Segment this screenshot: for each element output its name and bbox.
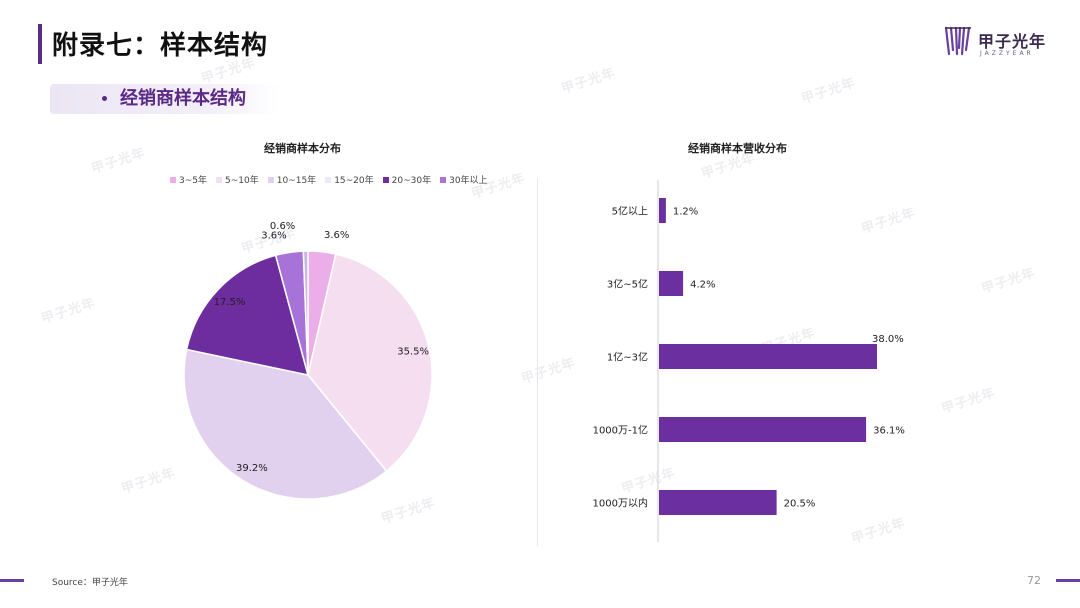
pie-slice xyxy=(185,254,310,376)
pie-chart: 3.6%35.5%39.2%17.5%3.6%0.6% xyxy=(183,221,433,500)
bar xyxy=(659,490,777,515)
watermark: 甲子光年 xyxy=(799,75,858,108)
legend-label: 30年以上 xyxy=(449,176,488,186)
logo-mark-icon xyxy=(944,26,971,56)
bar-value-label: 20.5% xyxy=(784,499,816,510)
section-band xyxy=(50,84,280,114)
legend-item: 3~5年 xyxy=(170,173,207,186)
bar xyxy=(659,344,877,369)
bar-category-label: 1亿~3亿 xyxy=(607,351,648,364)
bar-value-label: 38.0% xyxy=(872,334,904,345)
legend-swatch xyxy=(216,176,222,183)
bar-category-label: 1000万以内 xyxy=(593,497,648,510)
bar-chart-title: 经销商样本营收分布 xyxy=(688,142,787,155)
title-accent-bar xyxy=(38,24,42,64)
footer-accent-left xyxy=(0,579,24,582)
section-title-text: 经销商样本结构 xyxy=(120,88,246,109)
footer-accent-right xyxy=(1056,579,1080,582)
pie-slice-label: 39.2% xyxy=(236,463,268,474)
legend-swatch xyxy=(440,176,447,183)
legend-item: 15~20年 xyxy=(325,173,374,186)
pie-slice-label: 35.5% xyxy=(397,346,429,357)
legend-label: 3~5年 xyxy=(179,176,207,186)
page-title: 附录七：样本结构 xyxy=(52,31,269,61)
pie-slice xyxy=(183,348,388,500)
bar xyxy=(659,417,867,442)
legend-item: 30年以上 xyxy=(440,173,488,186)
pie-slice-label: 17.5% xyxy=(214,297,246,308)
pie-slice xyxy=(302,250,309,376)
bar xyxy=(659,198,666,223)
pie-slice-label: 3.6% xyxy=(324,230,349,241)
section-title: 经销商样本结构 xyxy=(100,84,246,110)
bar-value-label: 1.2% xyxy=(673,207,698,218)
source-note: Source：甲子光年 xyxy=(52,578,128,588)
legend-swatch xyxy=(382,176,389,183)
legend-swatch xyxy=(325,176,332,183)
page-number: 72 xyxy=(1027,574,1041,587)
bar-category-label: 3亿~5亿 xyxy=(607,278,648,291)
pie-slice xyxy=(307,253,433,473)
legend-label: 15~20年 xyxy=(334,176,374,186)
legend-label: 20~30年 xyxy=(391,176,432,186)
legend-item: 10~15年 xyxy=(267,173,317,186)
legend-label: 5~10年 xyxy=(225,176,259,186)
chart-divider xyxy=(537,178,538,546)
section-bullet-icon xyxy=(102,96,107,101)
legend-swatch xyxy=(170,176,176,183)
watermark: 甲子光年 xyxy=(559,65,618,98)
legend-item: 20~30年 xyxy=(382,173,432,186)
pie-legend: 3~5年 5~10年 10~15年 15~20年 20~30年 30年以上 xyxy=(170,173,488,186)
bar-category-label: 5亿以上 xyxy=(612,205,648,218)
legend-item: 5~10年 xyxy=(216,173,259,186)
brand-logo: 甲子光年 JAZZYEAR xyxy=(944,26,1054,66)
pie-slice-label: 3.6% xyxy=(261,231,286,242)
bar-category-label: 1000万-1亿 xyxy=(593,424,648,437)
pie-chart-title: 经销商样本分布 xyxy=(264,142,341,155)
pie-slice-label: 0.6% xyxy=(270,221,295,232)
legend-label: 10~15年 xyxy=(276,176,317,186)
bar xyxy=(659,271,684,296)
bar-chart: 5亿以上 1.2% 3亿~5亿 4.2% 1亿~3亿 38.0% 1000万-1亿 36.1%… xyxy=(593,180,905,542)
bar-value-label: 4.2% xyxy=(690,280,715,291)
legend-swatch xyxy=(267,176,274,183)
logo-text: 甲子光年 xyxy=(978,32,1047,51)
bar-value-label: 36.1% xyxy=(873,426,905,437)
logo-subtext: JAZZYEAR xyxy=(980,50,1034,57)
